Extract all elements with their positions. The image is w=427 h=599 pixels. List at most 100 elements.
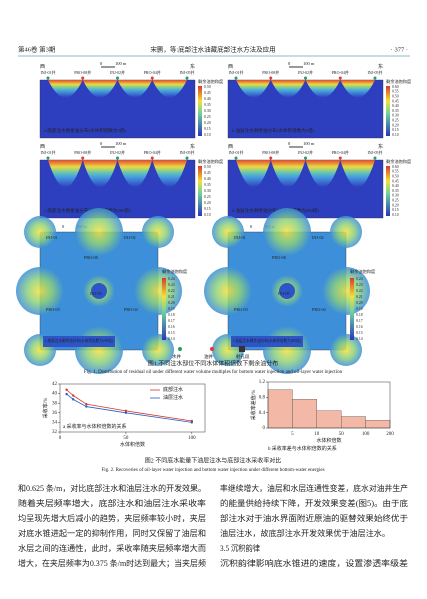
legend-label: 射孔段 xyxy=(236,353,250,360)
colorbar-tick: 0.21 xyxy=(168,295,175,299)
section-label: b 油层注水剩余油分布(水体积倍数为5倍) xyxy=(232,127,315,134)
map-zone xyxy=(330,216,362,248)
body-line: 部注水对于油水界面附近原油的驱替效果始终优于 xyxy=(220,513,408,523)
map-well-label: INJ-01 xyxy=(46,235,58,240)
well-label: INJ-01井 xyxy=(40,69,55,75)
y-axis-label: 采收率/% xyxy=(42,398,49,419)
well-label: PRO-08井 xyxy=(262,149,279,155)
colorbar-tick: 0.10 xyxy=(204,213,211,217)
map-zone xyxy=(75,208,123,256)
colorbar-tick: 0.16 xyxy=(168,325,175,329)
scale-label: 0 xyxy=(250,224,253,229)
well-symbol xyxy=(116,156,119,160)
body-line: 和0.625 条/m，对比底部注水和油层注水的开发效果。 xyxy=(18,483,206,493)
map-zone xyxy=(142,216,174,248)
colorbar-tick: 0.20 xyxy=(356,301,363,305)
well-symbol xyxy=(234,156,238,160)
east: 东 xyxy=(378,143,383,150)
colorbar-tick: 0.60 xyxy=(392,165,399,169)
map-zone xyxy=(142,334,174,366)
colorbar-tick: 0.50 xyxy=(392,94,399,98)
colorbar-tick: 0.25 xyxy=(204,195,211,199)
colorbar-tick: 0.25 xyxy=(392,118,399,122)
legend-perforation xyxy=(239,346,245,352)
map-well-label: INJ-02 xyxy=(312,235,324,240)
well-label: PRO-08井 xyxy=(262,69,279,75)
colorbar-title: 剩余油饱和度 xyxy=(198,158,224,165)
colorbar-tick: 0.35 xyxy=(204,183,211,187)
colorbar-title: 剩余油饱和度 xyxy=(386,78,412,85)
colorbar-tick: 0.20 xyxy=(168,301,175,305)
x-axis-label: 水体积倍数 xyxy=(120,441,145,448)
well-label: PRO-04井 xyxy=(332,149,349,155)
colorbar-tick: 0.24 xyxy=(356,277,363,281)
map-well-label: PRO-04 xyxy=(124,307,139,312)
point xyxy=(65,392,68,396)
well-symbol xyxy=(338,76,342,80)
map-well-label: PRO-08 xyxy=(272,255,286,260)
colorbar-tick: 0.10 xyxy=(204,133,211,137)
oil-zone xyxy=(40,80,195,98)
well-symbol xyxy=(116,76,119,80)
colorbar xyxy=(198,86,202,136)
colorbar-tick: 0.25 xyxy=(392,198,399,202)
point xyxy=(71,398,75,401)
colorbar-tick: 0.40 xyxy=(204,177,211,181)
colorbar-tick: 0.50 xyxy=(392,174,399,178)
caption-en: Fig. 1. Distribution of residual oil und… xyxy=(84,370,343,375)
map-well-label: INJ-02 xyxy=(124,235,136,240)
colorbar-tick: 0.20 xyxy=(204,201,211,205)
body-line: 均呈现先增大后减小的趋势，夹层频率较小时，夹层 xyxy=(18,513,206,523)
point xyxy=(190,421,194,424)
well-symbol xyxy=(185,156,189,160)
point xyxy=(85,402,88,406)
colorbar xyxy=(350,278,354,340)
colorbar-title: 剩余油饱和度 xyxy=(350,268,376,275)
colorbar-tick: 0.55 xyxy=(392,170,399,174)
map-well-label: INJ-05 xyxy=(90,291,102,296)
scale-label: 0 xyxy=(288,141,291,146)
y-tick-label: 38 xyxy=(52,401,58,406)
oil-zone xyxy=(40,160,195,188)
point xyxy=(71,394,75,397)
x-tick-label: 0 xyxy=(59,436,62,441)
colorbar-tick: 0.18 xyxy=(168,313,175,317)
well-symbol xyxy=(373,156,377,160)
colorbar-tick: 0.30 xyxy=(204,109,211,113)
map-zone xyxy=(212,216,244,248)
colorbar-tick: 0.45 xyxy=(392,179,399,183)
scale-label: 0 xyxy=(62,224,65,229)
section-label: a 底部注水剩余油分布(水体积倍数为5倍) xyxy=(44,127,127,134)
label-bg xyxy=(43,336,115,347)
label-bg xyxy=(231,336,303,347)
map-zone xyxy=(24,216,56,248)
colorbar-tick: 0.17 xyxy=(168,319,175,323)
colorbar-tick: 0.30 xyxy=(204,189,211,193)
colorbar-title: 剩余油饱和度 xyxy=(162,268,188,275)
colorbar-title: 剩余油饱和度 xyxy=(386,158,412,165)
body-line: 沉积韵律影响底水锥进的速度，设置渗透率级差 xyxy=(220,558,408,568)
bar xyxy=(292,399,317,429)
point xyxy=(65,388,68,391)
colorbar-tick: 0.23 xyxy=(168,283,175,287)
panel-label: b 采收率差与水体积倍数的关系 xyxy=(268,445,337,452)
caption-en: Fig. 2. Recoveries of oil-layer water in… xyxy=(101,468,324,473)
east: 东 xyxy=(190,63,195,70)
colorbar-tick: 0.24 xyxy=(168,277,175,281)
colorbar-tick: 0.40 xyxy=(392,184,399,188)
well-symbol xyxy=(304,76,307,80)
colorbar-tick: 0.19 xyxy=(168,307,175,311)
map-zone xyxy=(330,334,362,366)
scale-label: 100 m xyxy=(115,61,127,66)
well-symbol xyxy=(304,156,307,160)
bar xyxy=(316,410,342,429)
colorbar-tick: 0.20 xyxy=(204,121,211,125)
y-tick-label: 36 xyxy=(52,411,58,416)
volume: 第46卷 第3期 xyxy=(18,44,56,53)
colorbar xyxy=(198,166,202,216)
well-symbol xyxy=(269,156,273,160)
section-label: c 底部注水剩余油分布(水体积倍数为200倍) xyxy=(44,207,131,214)
well-label: INJ-05井 xyxy=(367,69,382,75)
well-label: INJ-02井 xyxy=(298,69,313,75)
well-symbol xyxy=(150,76,154,80)
